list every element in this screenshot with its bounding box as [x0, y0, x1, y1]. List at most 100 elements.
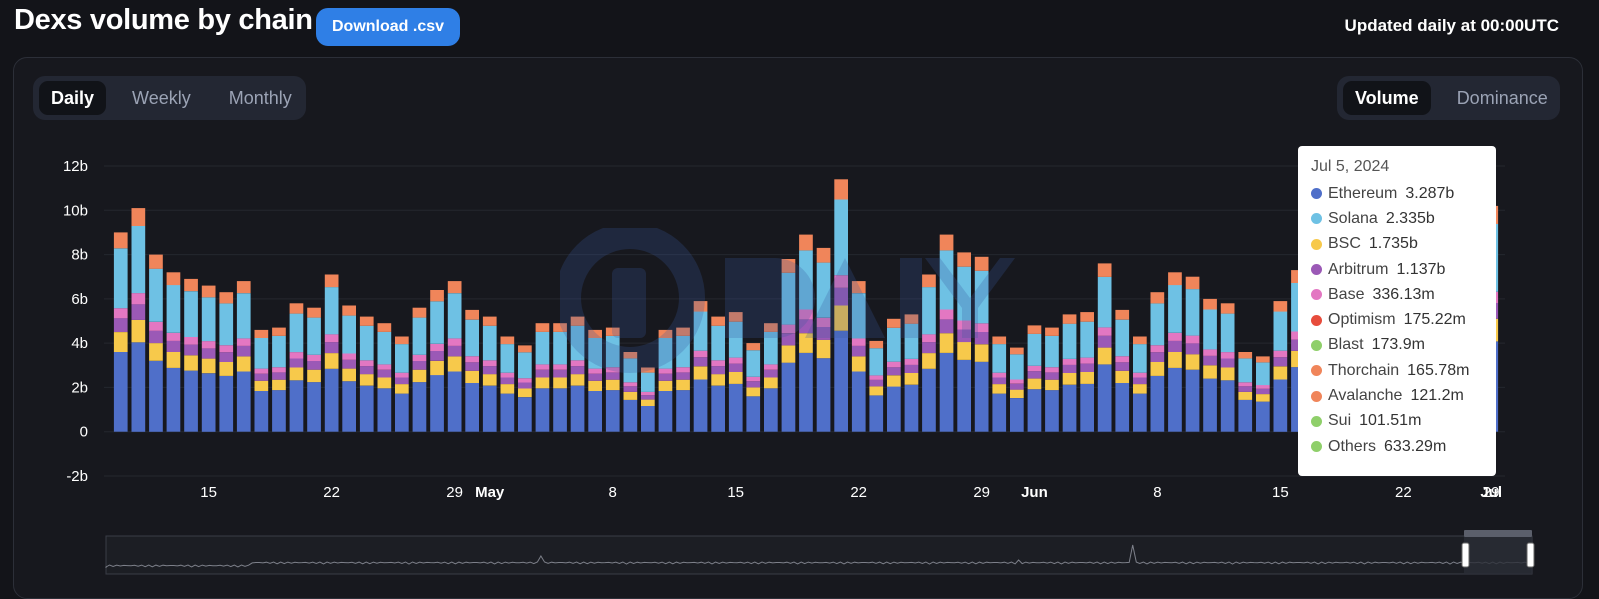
bar-segment[interactable]	[1010, 347, 1024, 355]
bar-segment[interactable]	[236, 338, 251, 346]
bar-segment[interactable]	[1203, 349, 1217, 356]
bar-segment[interactable]	[447, 281, 462, 294]
bar-segment[interactable]	[939, 333, 954, 353]
bar-segment[interactable]	[359, 325, 374, 361]
bar-segment[interactable]	[851, 293, 866, 339]
bar-segment[interactable]	[1010, 354, 1024, 380]
bar-segment[interactable]	[1256, 388, 1270, 395]
bar-segment[interactable]	[887, 367, 901, 376]
bar-segment[interactable]	[693, 357, 708, 367]
bar-segment[interactable]	[1062, 323, 1077, 359]
bar-segment[interactable]	[1185, 335, 1200, 344]
bar-segment[interactable]	[500, 344, 515, 373]
bar-segment[interactable]	[412, 361, 427, 370]
bar-segment[interactable]	[1115, 356, 1130, 363]
bar-segment[interactable]	[676, 367, 690, 373]
bar-segment[interactable]	[658, 368, 673, 374]
bar-segment[interactable]	[939, 352, 954, 432]
bar-segment[interactable]	[1080, 357, 1094, 364]
bar-segment[interactable]	[342, 315, 356, 354]
bar-segment[interactable]	[957, 360, 971, 432]
bar-segment[interactable]	[922, 368, 936, 432]
bar-segment[interactable]	[974, 361, 989, 432]
bar-segment[interactable]	[131, 293, 146, 305]
bar-segment[interactable]	[289, 358, 304, 368]
bar-segment[interactable]	[1150, 352, 1165, 362]
bar-segment[interactable]	[430, 360, 444, 376]
bar-segment[interactable]	[1238, 352, 1253, 359]
bar-segment[interactable]	[430, 290, 444, 302]
bar-segment[interactable]	[236, 293, 251, 339]
bar-segment[interactable]	[131, 319, 146, 343]
bar-segment[interactable]	[1062, 359, 1077, 365]
bar-segment[interactable]	[676, 390, 690, 432]
bar-segment[interactable]	[377, 388, 392, 432]
bar-segment[interactable]	[166, 285, 181, 333]
bar-segment[interactable]	[1133, 344, 1147, 373]
bar-segment[interactable]	[693, 311, 708, 351]
bar-segment[interactable]	[623, 358, 638, 383]
bar-segment[interactable]	[922, 274, 936, 288]
bar-segment[interactable]	[149, 330, 163, 344]
bar-segment[interactable]	[939, 319, 954, 334]
bar-segment[interactable]	[1080, 363, 1094, 372]
bar-segment[interactable]	[272, 372, 286, 380]
tab-dominance[interactable]: Dominance	[1456, 87, 1548, 108]
bar-segment[interactable]	[1150, 345, 1165, 353]
bar-segment[interactable]	[816, 262, 831, 318]
bar-segment[interactable]	[149, 343, 163, 361]
bar-segment[interactable]	[851, 371, 866, 432]
bar-segment[interactable]	[254, 373, 269, 381]
bar-segment[interactable]	[834, 330, 848, 432]
bar-segment[interactable]	[412, 317, 427, 355]
bar-segment[interactable]	[887, 327, 901, 362]
bar-segment[interactable]	[272, 379, 286, 391]
bar-segment[interactable]	[1256, 385, 1270, 389]
bar-segment[interactable]	[992, 377, 1007, 385]
bar-segment[interactable]	[342, 353, 356, 360]
bar-segment[interactable]	[359, 360, 374, 367]
tab-volume[interactable]: Volume	[1343, 81, 1431, 115]
bar-segment[interactable]	[1273, 366, 1288, 380]
bar-segment[interactable]	[869, 386, 884, 396]
bar-segment[interactable]	[272, 390, 286, 432]
bar-segment[interactable]	[658, 391, 673, 432]
bar-segment[interactable]	[711, 360, 725, 367]
bar-segment[interactable]	[1115, 319, 1130, 357]
bar-segment[interactable]	[974, 256, 989, 271]
bar-segment[interactable]	[324, 342, 339, 354]
bar-segment[interactable]	[1238, 386, 1253, 392]
tab-monthly[interactable]: Monthly	[228, 87, 292, 108]
bar-segment[interactable]	[869, 380, 884, 387]
bar-segment[interactable]	[957, 320, 971, 330]
bar-segment[interactable]	[939, 309, 954, 320]
bar-segment[interactable]	[236, 281, 251, 294]
bar-segment[interactable]	[465, 356, 479, 363]
bar-segment[interactable]	[1291, 331, 1305, 340]
bar-segment[interactable]	[272, 327, 286, 336]
bar-segment[interactable]	[570, 325, 585, 361]
bar-segment[interactable]	[518, 388, 532, 398]
bar-segment[interactable]	[324, 368, 339, 432]
bar-segment[interactable]	[1097, 364, 1112, 432]
bar-segment[interactable]	[1097, 335, 1112, 348]
bar-segment[interactable]	[482, 385, 497, 432]
bar-segment[interactable]	[395, 377, 409, 385]
bar-segment[interactable]	[447, 345, 462, 357]
bar-segment[interactable]	[1062, 314, 1077, 324]
bar-segment[interactable]	[1238, 399, 1253, 432]
bar-segment[interactable]	[605, 336, 620, 368]
bar-segment[interactable]	[728, 312, 743, 322]
bar-segment[interactable]	[1045, 327, 1059, 336]
bar-segment[interactable]	[535, 377, 550, 389]
bar-segment[interactable]	[1080, 312, 1094, 322]
bar-segment[interactable]	[676, 372, 690, 380]
bar-segment[interactable]	[904, 359, 919, 365]
bar-segment[interactable]	[254, 380, 269, 391]
bar-segment[interactable]	[518, 352, 532, 379]
bar-segment[interactable]	[570, 316, 585, 326]
bar-segment[interactable]	[693, 379, 708, 432]
bar-segment[interactable]	[518, 345, 532, 353]
bar-segment[interactable]	[1080, 383, 1094, 432]
volume-chart[interactable]: 12b 10b 8b 6b 4b 2b 0 -2b 15 22 29 May 8 15 22 29 Jun 8 1…	[0, 0, 1599, 587]
